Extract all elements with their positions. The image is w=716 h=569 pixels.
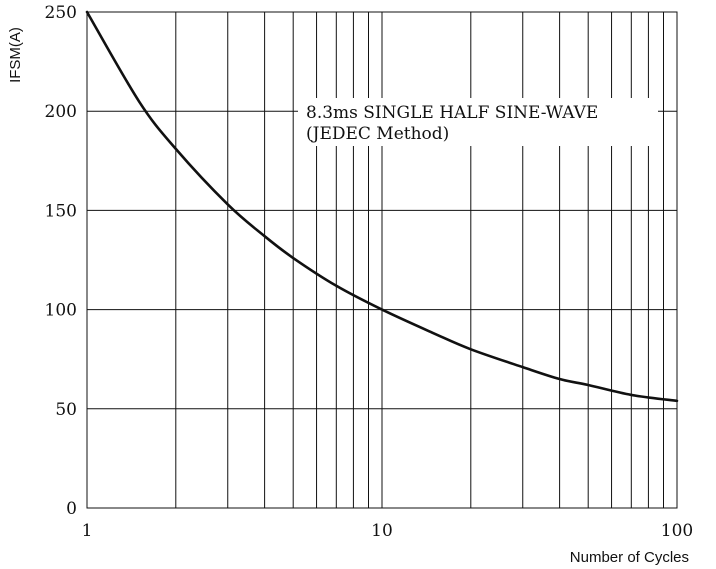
y-axis-label: IFSM(A) (7, 27, 24, 83)
x-tick-label: 1 (82, 521, 93, 541)
y-tick-label: 0 (66, 499, 77, 519)
annotation: 8.3ms SINGLE HALF SINE-WAVE (JEDEC Metho… (298, 98, 658, 146)
x-tick-label: 10 (371, 521, 393, 541)
y-tick-label: 150 (45, 201, 77, 221)
y-tick-label: 50 (55, 400, 77, 420)
y-tick-label: 250 (45, 3, 77, 23)
x-axis-label: Number of Cycles (570, 549, 689, 566)
annotation-line-1: 8.3ms SINGLE HALF SINE-WAVE (306, 103, 598, 123)
series-line (85, 10, 679, 403)
x-tick-labels: 1 10 100 (82, 521, 694, 541)
y-tick-label: 100 (45, 301, 77, 321)
annotation-background (298, 98, 658, 146)
y-tick-labels: 0 50 100 150 200 250 (45, 3, 77, 519)
grid (86, 11, 677, 509)
y-tick-label: 200 (45, 102, 77, 122)
x-tick-label: 100 (661, 521, 693, 541)
annotation-line-2: (JEDEC Method) (306, 124, 449, 144)
plot-frame (86, 11, 678, 509)
